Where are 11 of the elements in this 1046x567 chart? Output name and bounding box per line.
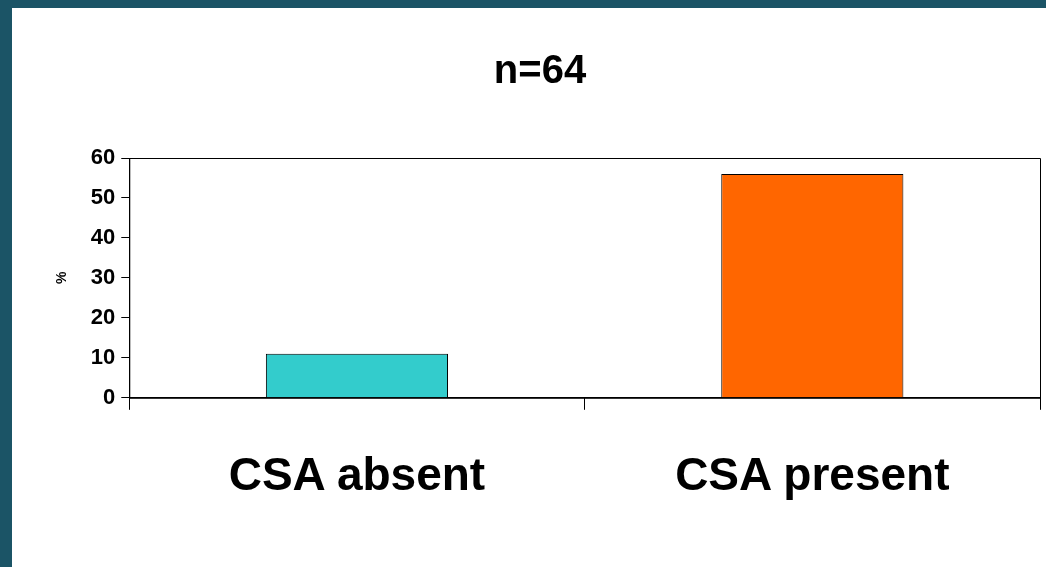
x-tick-label: CSA present [675, 448, 950, 501]
y-tick-label: 30 [90, 263, 116, 289]
y-tick-label: 40 [90, 224, 116, 249]
y-tick-label: 20 [90, 303, 116, 329]
y-tick-label: 60 [90, 144, 116, 170]
y-tick-label: 10 [90, 343, 116, 369]
y-axis-title: % [53, 271, 70, 285]
chart-title: n=64 [493, 47, 587, 92]
y-tick-label: 0 [103, 383, 116, 409]
y-tick-label: 50 [90, 184, 116, 210]
x-tick-label: CSA absent [228, 448, 486, 501]
